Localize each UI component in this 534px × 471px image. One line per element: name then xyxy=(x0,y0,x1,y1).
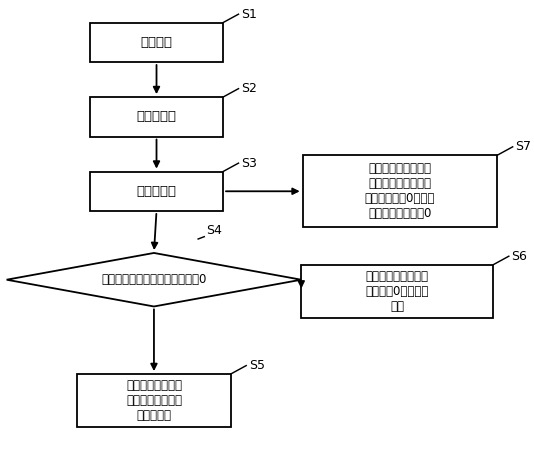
Text: S2: S2 xyxy=(241,82,257,95)
Bar xyxy=(90,171,223,211)
Bar xyxy=(90,23,223,62)
Text: 判断是否需要在所属号码前加拨0: 判断是否需要在所属号码前加拨0 xyxy=(101,273,207,286)
Text: 没有匹配到归属地，
则在界面弹出一个提
示是否进行加0拨号，
由用户决定是否加0: 没有匹配到归属地， 则在界面弹出一个提 示是否进行加0拨号， 由用户决定是否加0 xyxy=(365,162,435,220)
Text: S6: S6 xyxy=(512,250,527,263)
Bar xyxy=(303,155,497,227)
Text: 归属地匹配: 归属地匹配 xyxy=(137,185,177,198)
Text: 匹配不一致，则在号
码前加个0后再进行
拨号: 匹配不一致，则在号 码前加个0后再进行 拨号 xyxy=(366,270,429,313)
Text: S3: S3 xyxy=(241,157,257,170)
Polygon shape xyxy=(6,253,301,307)
Text: S4: S4 xyxy=(206,224,222,236)
Text: 匹配一致，则直接
将当前号码发送出
去进行拨号: 匹配一致，则直接 将当前号码发送出 去进行拨号 xyxy=(126,379,182,422)
Text: 号码拦截: 号码拦截 xyxy=(140,36,172,49)
Text: S5: S5 xyxy=(249,359,265,372)
Text: S7: S7 xyxy=(515,140,531,154)
Bar xyxy=(90,97,223,137)
Bar xyxy=(77,374,231,428)
Text: S1: S1 xyxy=(241,8,257,21)
Bar xyxy=(301,265,493,318)
Text: 归属地查询: 归属地查询 xyxy=(137,110,177,123)
